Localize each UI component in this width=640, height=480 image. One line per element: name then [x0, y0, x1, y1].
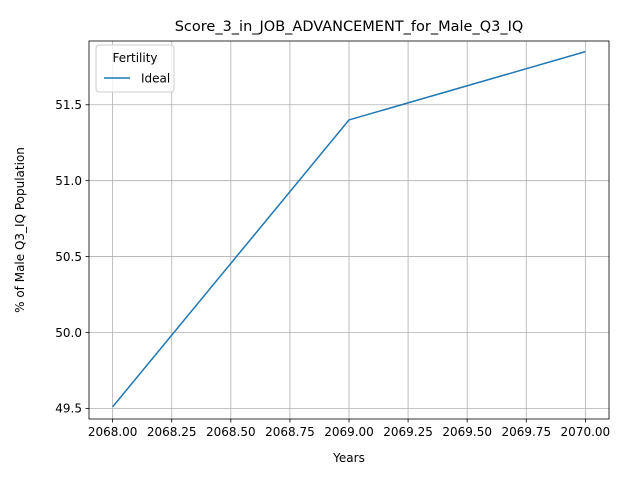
x-tick-label: 2069.75 [501, 425, 551, 439]
x-tick-label: 2070.00 [561, 425, 611, 439]
x-tick-label: 2068.00 [88, 425, 138, 439]
x-axis-ticks: 2068.00 2068.25 2068.50 2068.75 2069.00 2069.… [88, 419, 610, 439]
x-tick-label: 2068.75 [265, 425, 315, 439]
chart-title: Score_3_in_JOB_ADVANCEMENT_for_Male_Q3_I… [175, 19, 524, 35]
x-tick-label: 2069.25 [383, 425, 433, 439]
y-tick-label: 50.0 [55, 326, 82, 340]
x-tick-label: 2069.00 [324, 425, 374, 439]
x-tick-label: 2068.50 [206, 425, 256, 439]
legend-box [95, 44, 175, 93]
legend-entry-label: Ideal [141, 71, 170, 85]
y-tick-label: 51.0 [55, 174, 82, 188]
series-layer [112, 50, 586, 408]
x-tick-label: 2069.50 [442, 425, 492, 439]
y-axis-ticks: 49.5 50.0 50.5 51.0 51.5 [55, 98, 89, 416]
y-tick-label: 50.5 [55, 250, 82, 264]
legend-title: Fertility [112, 51, 157, 65]
legend: Fertility Ideal [95, 44, 175, 93]
x-axis-label: Years [332, 451, 365, 465]
legend-entries: Ideal [104, 71, 170, 85]
y-tick-label: 51.5 [55, 98, 82, 112]
series-line-ideal [112, 50, 586, 408]
y-tick-label: 49.5 [55, 402, 82, 416]
grid [89, 41, 609, 419]
x-tick-label: 2068.25 [147, 425, 197, 439]
y-axis-label: % of Male Q3_IQ Population [13, 147, 27, 313]
